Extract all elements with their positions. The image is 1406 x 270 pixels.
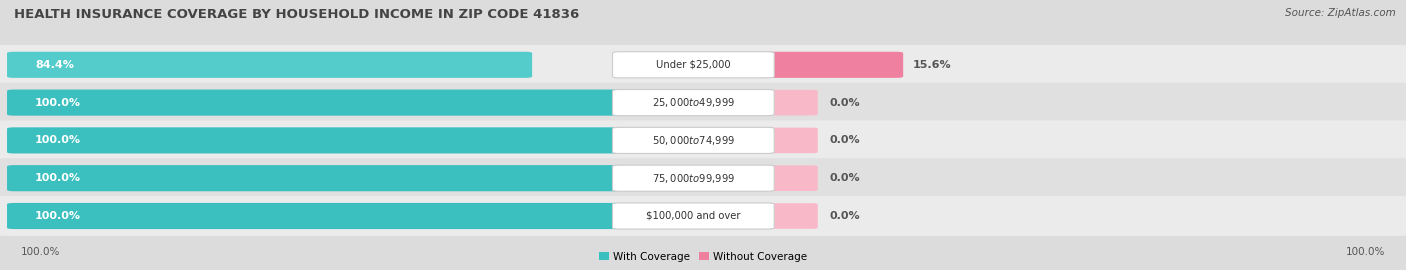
- Text: HEALTH INSURANCE COVERAGE BY HOUSEHOLD INCOME IN ZIP CODE 41836: HEALTH INSURANCE COVERAGE BY HOUSEHOLD I…: [14, 8, 579, 21]
- FancyBboxPatch shape: [762, 90, 818, 115]
- Text: $25,000 to $49,999: $25,000 to $49,999: [652, 96, 735, 109]
- Text: 100.0%: 100.0%: [21, 247, 60, 258]
- FancyBboxPatch shape: [0, 45, 1406, 85]
- FancyBboxPatch shape: [613, 127, 775, 153]
- FancyBboxPatch shape: [7, 90, 627, 116]
- Text: 100.0%: 100.0%: [35, 173, 82, 183]
- Text: 0.0%: 0.0%: [830, 97, 859, 108]
- Text: Source: ZipAtlas.com: Source: ZipAtlas.com: [1285, 8, 1396, 18]
- Text: 100.0%: 100.0%: [1346, 247, 1385, 258]
- Text: 100.0%: 100.0%: [35, 135, 82, 146]
- FancyBboxPatch shape: [762, 128, 818, 153]
- Text: $75,000 to $99,999: $75,000 to $99,999: [652, 172, 735, 185]
- FancyBboxPatch shape: [761, 52, 903, 78]
- FancyBboxPatch shape: [0, 196, 1406, 236]
- FancyBboxPatch shape: [762, 166, 818, 191]
- FancyBboxPatch shape: [613, 90, 775, 116]
- Legend: With Coverage, Without Coverage: With Coverage, Without Coverage: [599, 252, 807, 262]
- FancyBboxPatch shape: [0, 120, 1406, 160]
- FancyBboxPatch shape: [7, 127, 627, 153]
- Text: Under $25,000: Under $25,000: [657, 60, 731, 70]
- Text: $100,000 and over: $100,000 and over: [647, 211, 741, 221]
- Text: 0.0%: 0.0%: [830, 211, 859, 221]
- FancyBboxPatch shape: [0, 83, 1406, 123]
- Text: 100.0%: 100.0%: [35, 97, 82, 108]
- FancyBboxPatch shape: [7, 52, 531, 78]
- Text: 100.0%: 100.0%: [35, 211, 82, 221]
- FancyBboxPatch shape: [613, 165, 775, 191]
- Text: 0.0%: 0.0%: [830, 173, 859, 183]
- FancyBboxPatch shape: [7, 165, 627, 191]
- Text: 84.4%: 84.4%: [35, 60, 75, 70]
- FancyBboxPatch shape: [613, 52, 775, 78]
- FancyBboxPatch shape: [762, 203, 818, 229]
- Text: 15.6%: 15.6%: [912, 60, 952, 70]
- Text: 0.0%: 0.0%: [830, 135, 859, 146]
- Text: $50,000 to $74,999: $50,000 to $74,999: [652, 134, 735, 147]
- FancyBboxPatch shape: [0, 158, 1406, 198]
- FancyBboxPatch shape: [613, 203, 775, 229]
- FancyBboxPatch shape: [7, 203, 627, 229]
